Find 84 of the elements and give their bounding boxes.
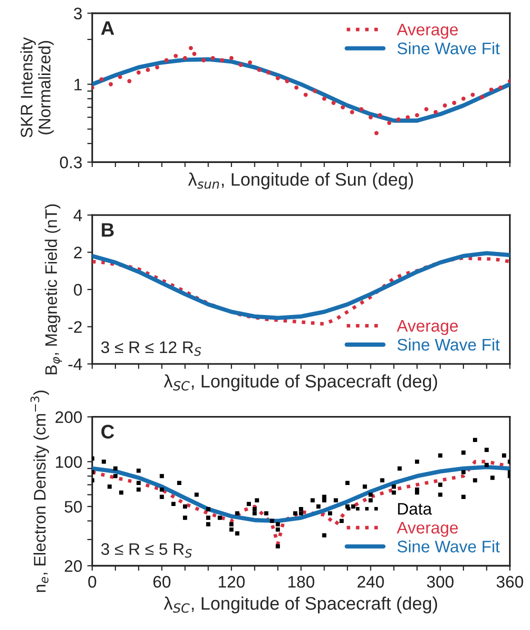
point [108,82,113,86]
y-tick-label: 2 [74,246,82,258]
y-axis-title: n$_{e}$, Electron Density (cm$^{−3}$) [30,390,49,592]
point [374,131,379,136]
chart-title: A [101,21,114,35]
point [202,58,206,62]
legend-label: Sine Wave Fit [398,540,500,552]
chart-title: B [102,223,114,237]
x-tick-label: 120 [218,576,245,588]
y-tick-label: -2 [68,321,82,333]
point [188,46,193,50]
y-tick-label: 100 [56,456,82,468]
point [146,68,150,72]
point [452,100,456,105]
y-axis-title: B$_{φ}$, Magnetic Field (nT) [44,204,62,374]
legend-label: Average [396,320,458,336]
x-tick-label: 240 [358,576,384,588]
point [396,117,401,122]
point [331,100,336,105]
y-tick-label: -4 [68,358,82,370]
chart-title: C [101,424,114,439]
point [136,70,141,75]
point [406,115,410,120]
y-axis-title: SKR Intensity (Normalized) [20,37,54,138]
legend-label: Sine Wave Fit [398,42,500,54]
y-tick-label: 50 [64,500,82,513]
point [285,79,290,84]
x-axis-title: λ$_{SC}$, Longitude of Spacecraft (deg) [164,374,438,392]
x-tick-label: 360 [496,576,524,588]
point [304,92,308,97]
point [498,86,503,90]
point [424,107,428,112]
point [350,110,354,114]
point [155,65,160,70]
annotation: 3 ≤ R ≤ 12 R$_{S}$ [101,341,202,356]
y-tick-label: 1 [74,78,82,90]
point [99,77,104,82]
legend-label: Data [398,503,432,515]
point [470,92,475,97]
x-tick-label: 60 [153,576,170,588]
point [359,107,364,112]
x-axis-title: λ$_{SC}$, Longitude of Spacecraft (deg) [164,596,438,614]
annotation: 3 ≤ R ≤ 5 R$_{S}$ [101,543,192,558]
point [414,113,420,118]
point [229,56,234,60]
point [378,113,382,118]
y-tick-label: 200 [56,411,82,424]
y-tick-label: 20 [64,560,82,572]
point [164,58,169,62]
x-axis-title: λ$_{sun}$, Longitude of Sun (deg) [188,172,413,190]
y-tick-label: 0.3 [60,156,82,168]
x-tick-label: 0 [88,576,96,588]
point [266,70,271,75]
legend-label: Average [396,24,458,39]
legend-label: Average [396,522,458,537]
point [238,62,243,67]
y-tick-label: 3 [74,8,82,20]
x-tick-label: 300 [426,576,454,588]
point [368,115,373,120]
point [312,89,318,94]
point [387,120,392,126]
x-tick-label: 180 [288,576,314,588]
point [248,60,252,65]
point [210,56,215,60]
point [220,58,224,62]
legend-label: Sine Wave Fit [398,338,500,351]
line-series [92,57,510,123]
point [340,105,345,110]
point [118,74,122,80]
point [322,96,326,101]
point [434,110,438,114]
point [442,103,447,108]
point [480,95,484,100]
point [294,86,298,90]
y-tick-label: 0 [74,284,82,296]
point [182,56,188,60]
y-tick-label: 4 [74,210,82,222]
point [257,68,262,72]
point [127,79,132,84]
point [174,54,178,58]
point [276,76,280,80]
point [489,88,494,92]
point [192,52,196,56]
point [461,96,466,101]
